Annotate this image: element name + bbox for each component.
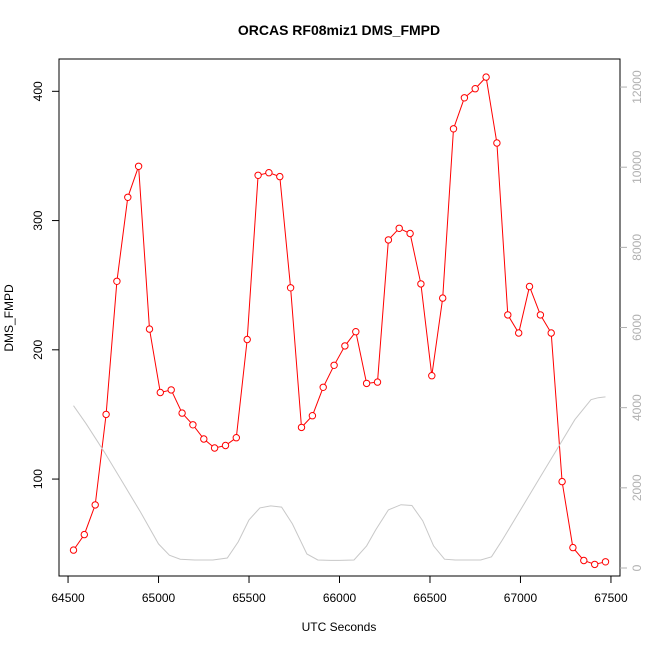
dms-data-point <box>395 224 403 233</box>
dms-data-point <box>417 280 425 288</box>
dms-data-point <box>232 434 241 442</box>
dms-data-point <box>471 85 479 93</box>
x-tick-label: 67500 <box>594 591 628 605</box>
y-axis-label: DMS_FMPD <box>2 284 16 352</box>
dms-data-point <box>341 342 349 350</box>
dms-data-point <box>536 311 545 319</box>
dms-data-point <box>308 412 317 420</box>
dms-data-point <box>210 444 219 452</box>
dms-data-point <box>362 379 371 388</box>
x-axis-label: UTC Seconds <box>302 620 377 634</box>
dms-data-point <box>384 236 393 244</box>
series-layer <box>69 73 610 569</box>
dms-data-point <box>91 501 99 509</box>
dms-data-point <box>69 546 78 554</box>
dms-data-point <box>167 386 175 394</box>
dms-data-point <box>178 409 186 417</box>
dms-data-point <box>319 383 327 391</box>
y-tick-label: 100 <box>31 469 45 489</box>
dms-data-point <box>591 560 599 569</box>
dms-data-point <box>124 193 132 202</box>
dms-data-point <box>134 162 143 171</box>
dms-data-point <box>297 423 306 432</box>
dms-data-point <box>569 543 577 552</box>
dms-data-point <box>439 294 447 302</box>
dms-data-point <box>460 94 469 102</box>
dms-data-point <box>406 229 414 238</box>
dms-data-point <box>243 335 251 344</box>
dms-data-point <box>80 530 89 539</box>
dms-data-point <box>254 171 262 180</box>
dms-data-point <box>504 311 512 319</box>
altitude-line <box>73 396 606 561</box>
y-tick-label: 400 <box>31 81 45 101</box>
x-tick-label: 64500 <box>51 591 85 605</box>
x-tick-label: 65000 <box>142 591 176 605</box>
dms-data-point <box>221 441 230 450</box>
y2-tick-label: 6000 <box>630 314 644 341</box>
dms-data-point <box>113 277 121 285</box>
dms-data-point <box>102 410 110 419</box>
y2-tick-label: 0 <box>630 564 644 571</box>
dms-series-line <box>73 76 606 565</box>
dms-data-point <box>200 435 208 443</box>
dms-data-point <box>352 328 360 336</box>
x-tick-label: 65500 <box>232 591 266 605</box>
dms-data-point <box>145 325 154 333</box>
dms-data-point <box>601 558 610 566</box>
x-tick-label: 66000 <box>323 591 357 605</box>
dms-data-point <box>265 169 273 177</box>
y2-tick-label: 10000 <box>630 150 644 184</box>
y-tick-label: 300 <box>31 210 45 230</box>
y2-tick-label: 4000 <box>630 394 644 421</box>
dms-data-point <box>525 282 534 291</box>
plot-frame <box>58 58 621 577</box>
dms-data-point <box>493 139 501 147</box>
dms-data-point <box>373 378 382 386</box>
dms-data-point <box>558 477 566 486</box>
dms-data-point <box>330 361 338 369</box>
dms-data-point <box>156 388 165 397</box>
dms-data-point <box>286 284 295 292</box>
y2-tick-label: 8000 <box>630 234 644 261</box>
dms-data-point <box>482 73 490 81</box>
chart-title: ORCAS RF08miz1 DMS_FMPD <box>238 22 440 38</box>
axes-layer: 64500 65000 65500 66000 66500 67000 67500 100 20… <box>31 70 644 605</box>
dms-data-point <box>189 421 197 429</box>
dms-data-point <box>276 172 284 181</box>
dms-data-point <box>428 372 436 380</box>
y-tick-label: 200 <box>31 339 45 359</box>
dms-data-point <box>515 329 523 337</box>
x-tick-label: 67000 <box>504 591 538 605</box>
dms-data-point <box>449 125 458 133</box>
x-tick-label: 66500 <box>413 591 447 605</box>
dms-data-point <box>580 556 588 565</box>
y2-tick-label: 12000 <box>630 70 644 104</box>
dms-data-point <box>547 329 555 337</box>
y2-tick-label: 2000 <box>630 474 644 501</box>
